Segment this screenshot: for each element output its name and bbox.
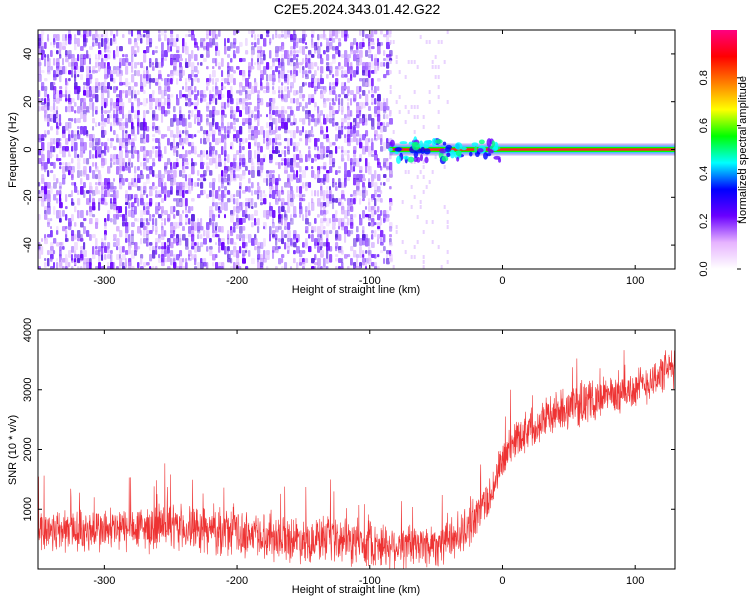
heatmap-cells: [38, 30, 675, 269]
colorbar-tick-label: 0.4: [698, 166, 710, 181]
snr-y-tick-label: 2000: [22, 437, 34, 461]
heatmap-y-tick-label: 40: [22, 48, 34, 60]
snr-x-axis-title: Height of straight line (km): [292, 584, 420, 596]
snr-y-tick-label: 1000: [22, 497, 34, 521]
snr-x-ticks: -300 -200 -100 0 100: [93, 330, 644, 587]
heatmap-x-tick-label: -300: [93, 275, 115, 287]
colorbar-tick-label: 0.0: [698, 261, 710, 276]
heatmap-y-tick-label: -40: [22, 237, 34, 253]
snr-y-tick-label: 3000: [22, 378, 34, 402]
figure-title: C2E5.2024.343.01.42.G22: [274, 1, 441, 17]
snr-x-tick-label: -300: [93, 575, 115, 587]
snr-x-tick-label: -100: [359, 575, 381, 587]
heatmap-x-tick-label: 0: [499, 275, 505, 287]
heatmap-x-tick-label: -100: [359, 275, 381, 287]
snr-x-tick-label: 0: [499, 575, 505, 587]
colorbar-label: Normalized spectral amplitude: [737, 76, 749, 224]
colorbar-gradient: [711, 30, 737, 269]
snr-series-line: [38, 350, 675, 569]
snr-x-tick-label: -200: [226, 575, 248, 587]
colorbar-tick-label: 0.2: [698, 214, 710, 229]
heatmap-x-tick-label: -200: [226, 275, 248, 287]
heatmap-y-tick-label: -20: [22, 189, 34, 205]
snr-x-tick-label: 100: [626, 575, 644, 587]
snr-y-ticks: 1000 2000 3000 4000: [22, 318, 675, 521]
heatmap-y-tick-label: 0: [22, 146, 34, 152]
colorbar-tick-label: 0.6: [698, 118, 710, 133]
heatmap-x-ticks: -300 -200 -100 0 100: [93, 30, 644, 287]
snr-y-tick-label: 4000: [22, 318, 34, 342]
snr-y-axis-title: SNR (10 * v/v): [7, 415, 19, 485]
heatmap-y-ticks: -40 -20 0 20 40: [22, 48, 675, 253]
heatmap-y-tick-label: 20: [22, 96, 34, 108]
colorbar-ticks: 0.0 0.2 0.4 0.6 0.8: [698, 70, 741, 277]
colorbar: 0.0 0.2 0.4 0.6 0.8 Normalized spectral ampl…: [698, 30, 749, 277]
heatmap-y-axis-title: Frequency (Hz): [7, 112, 19, 188]
heatmap-x-axis-title: Height of straight line (km): [292, 284, 420, 296]
snr-panel: -300 -200 -100 0 100 1000 2000 3000 4000 Height…: [7, 318, 676, 596]
heatmap-x-tick-label: 100: [626, 275, 644, 287]
colorbar-tick-label: 0.8: [698, 70, 710, 85]
